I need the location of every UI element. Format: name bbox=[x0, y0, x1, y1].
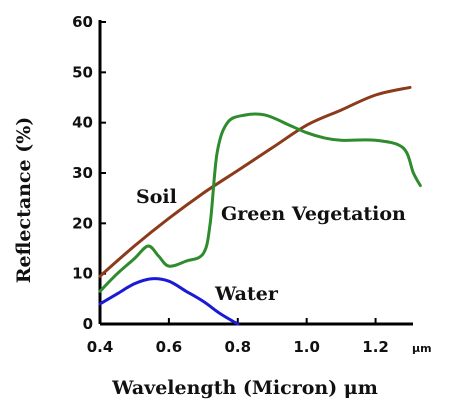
x-tick-label: 1.2 bbox=[362, 338, 389, 356]
y-ticks: 0 10 20 30 40 50 60 bbox=[72, 13, 106, 333]
series-lines bbox=[98, 85, 422, 326]
series-line-soil bbox=[98, 85, 412, 278]
y-tick-label: 0 bbox=[83, 315, 93, 333]
series-line-green-vegetation bbox=[98, 112, 422, 293]
y-tick-label: 60 bbox=[72, 13, 93, 31]
y-tick-label: 50 bbox=[72, 63, 93, 81]
y-tick-label: 10 bbox=[72, 265, 93, 283]
series-label-green-vegetation: Green Vegetation bbox=[221, 203, 406, 225]
x-tick-label: 0.4 bbox=[87, 338, 114, 356]
y-tick-label: 30 bbox=[72, 164, 93, 182]
x-axis-title: Wavelength (Micron) μm bbox=[111, 377, 378, 399]
x-unit-label: μm bbox=[412, 342, 432, 355]
y-axis-title: Reflectance (%) bbox=[13, 117, 35, 284]
x-ticks: 0.4 0.6 0.8 1.0 1.2 bbox=[87, 318, 389, 356]
x-tick-label: 0.8 bbox=[224, 338, 251, 356]
y-tick-label: 40 bbox=[72, 114, 93, 132]
series-label-soil: Soil bbox=[136, 186, 177, 208]
series-line-water bbox=[98, 277, 240, 326]
x-tick-label: 0.6 bbox=[156, 338, 183, 356]
series-label-water: Water bbox=[214, 283, 279, 305]
x-tick-label: 1.0 bbox=[293, 338, 320, 356]
y-tick-label: 20 bbox=[72, 214, 93, 232]
